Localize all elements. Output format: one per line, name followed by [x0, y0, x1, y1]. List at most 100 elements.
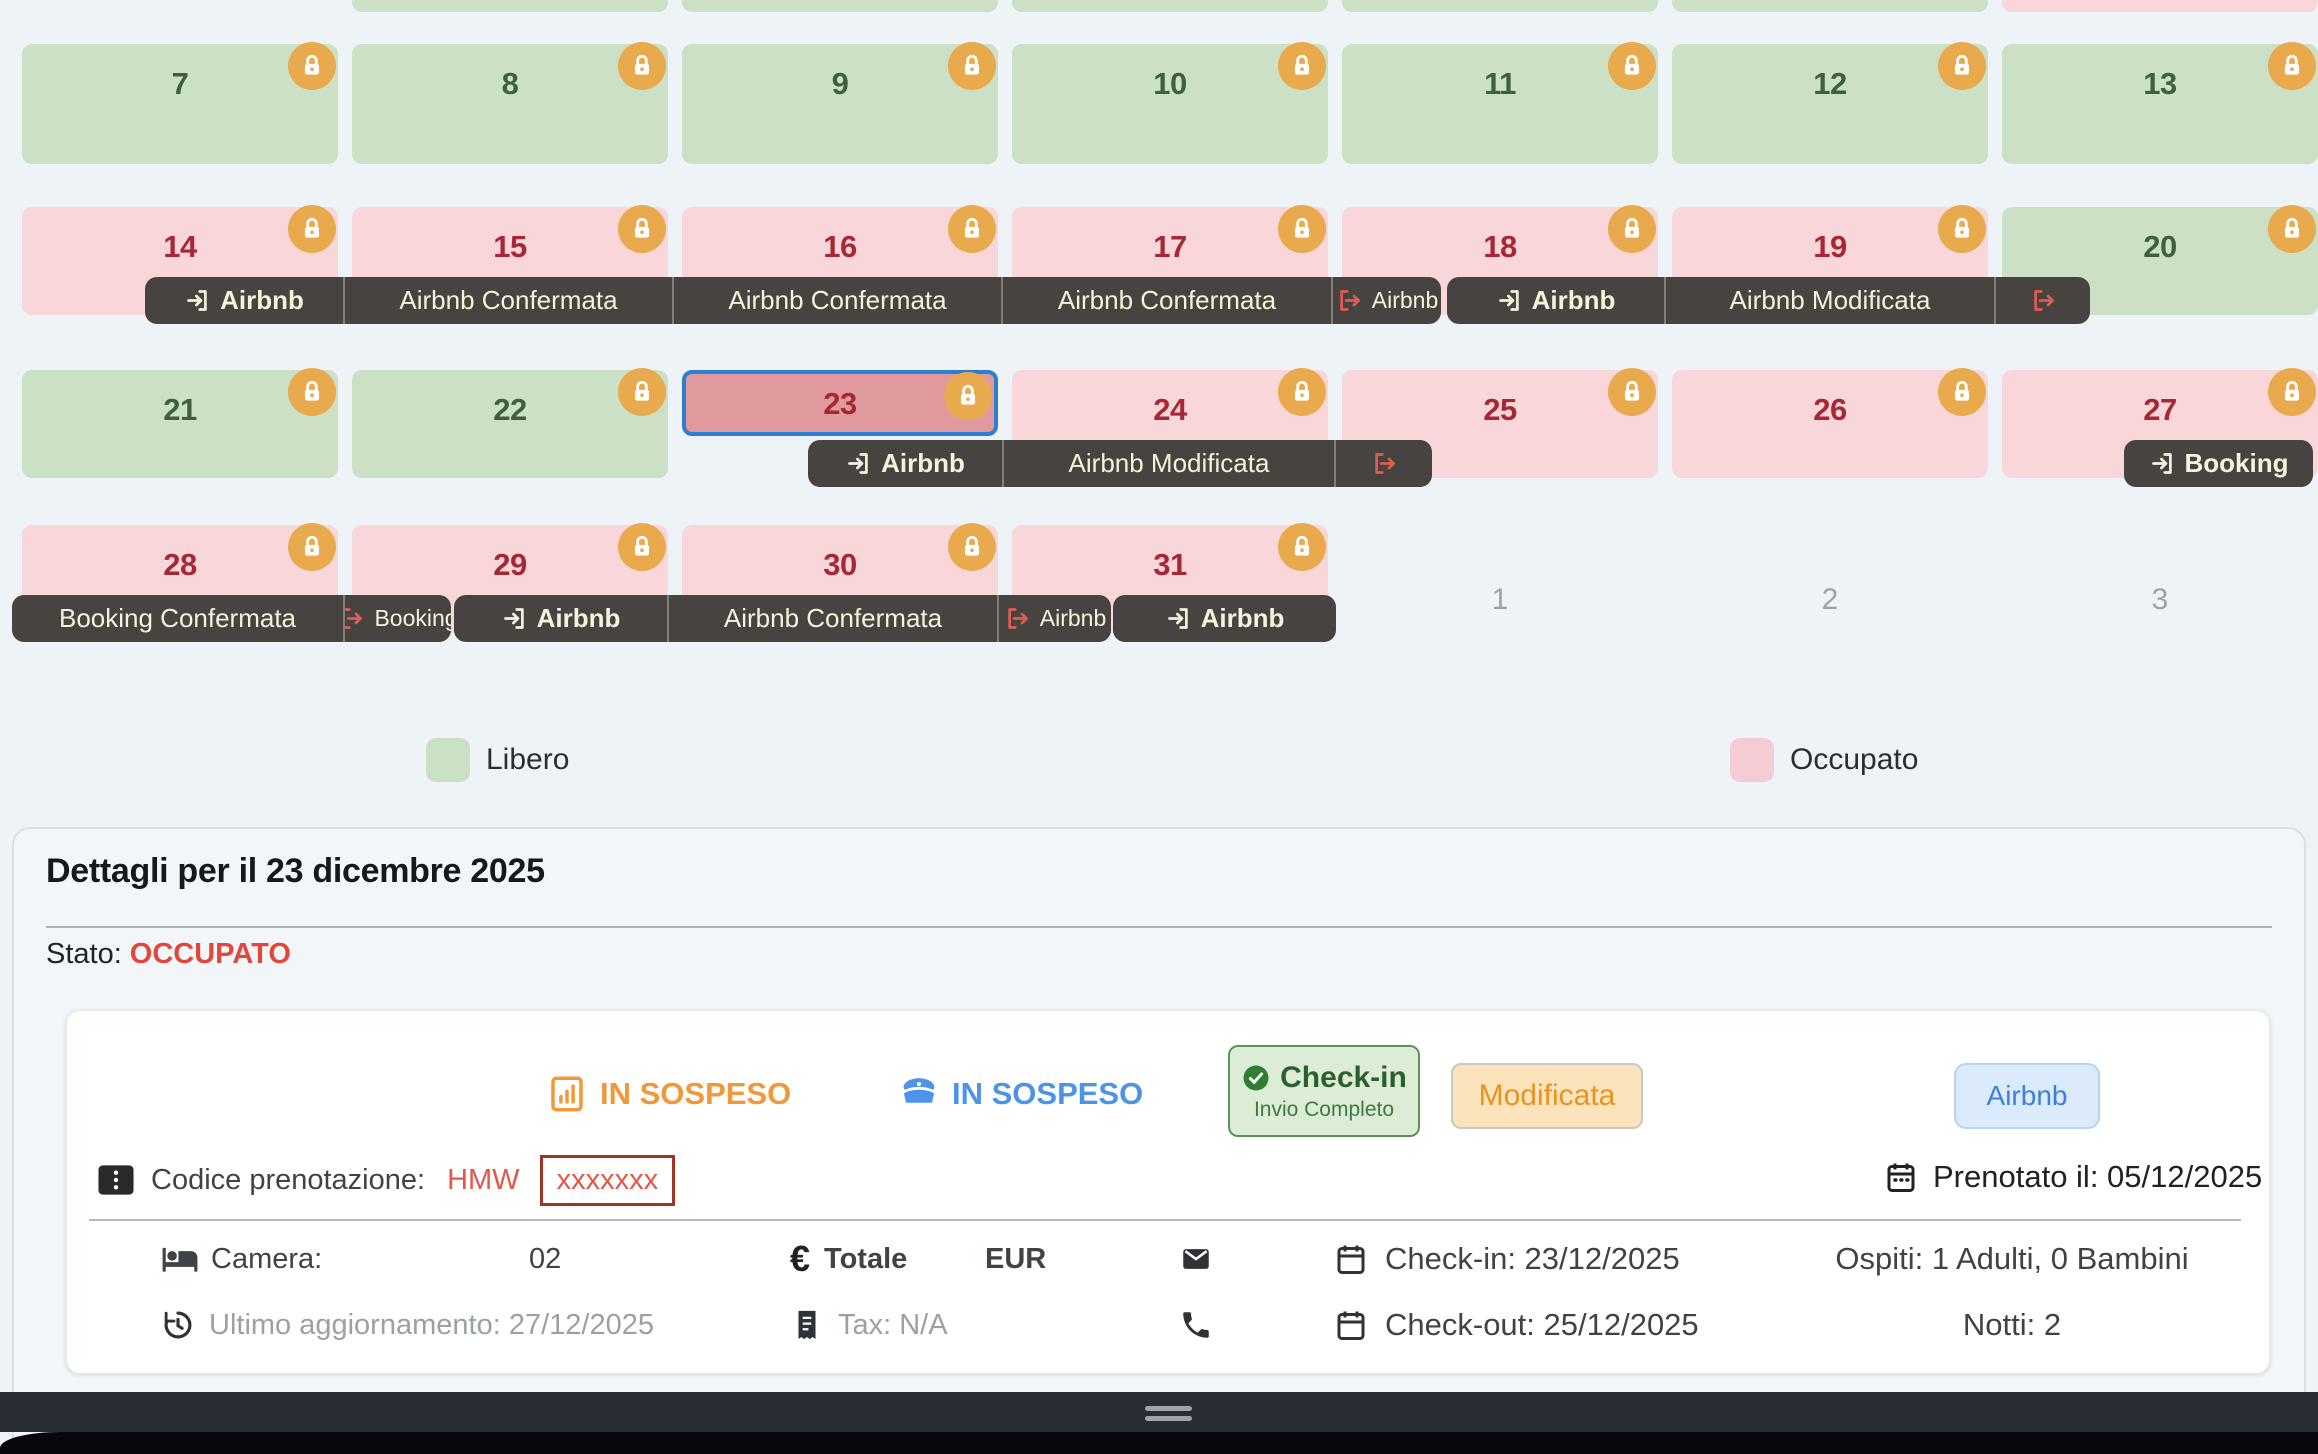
day-cell-next-month[interactable]: 2	[1821, 583, 1839, 616]
lock-icon[interactable]	[1608, 42, 1656, 90]
lock-icon[interactable]	[1278, 368, 1326, 416]
reservation-label: Airbnb Confermata	[399, 285, 618, 315]
reservation-bar[interactable]: Airbnb Airbnb Confermata Airbnb	[454, 595, 1111, 642]
reservation-segment-checkin[interactable]: Booking	[2124, 440, 2313, 487]
reservation-segment-checkin[interactable]: Airbnb	[454, 595, 667, 642]
day-number: 19	[1813, 229, 1847, 264]
lock-icon[interactable]	[1608, 205, 1656, 253]
phone-action[interactable]	[1179, 1303, 1213, 1347]
day-number: 11	[1484, 66, 1516, 101]
day-number: 10	[1153, 66, 1187, 101]
lock-icon[interactable]	[1278, 205, 1326, 253]
reservation-segment-checkout[interactable]: Booking	[343, 595, 451, 642]
day-cell-next-month[interactable]: 3	[2151, 583, 2169, 616]
day-cell-26[interactable]: 26	[1672, 368, 1988, 478]
status-value: OCCUPATO	[129, 938, 291, 970]
ticket-icon	[98, 1165, 134, 1195]
day-cell-22[interactable]: 22	[352, 368, 668, 478]
details-heading: Dettagli per il 23 dicembre 2025	[46, 852, 545, 890]
day-cell-13[interactable]: 13	[2002, 42, 2318, 164]
day-cell-10[interactable]: 10	[1012, 42, 1328, 164]
police-status-chip[interactable]: IN SOSPESO	[898, 1071, 1143, 1117]
lock-icon[interactable]	[288, 368, 336, 416]
reservation-segment-label[interactable]: Booking Confermata	[12, 595, 343, 642]
lock-icon[interactable]	[288, 205, 336, 253]
prev-week-cell-fragment	[1672, 0, 1988, 12]
lock-icon[interactable]	[618, 368, 666, 416]
reservation-bar[interactable]: Airbnb Airbnb Modificata	[1447, 277, 2090, 324]
checkout-date-row: Check-out: 25/12/2025	[1333, 1303, 1699, 1347]
euro-icon: €	[790, 1238, 811, 1279]
day-cell-21[interactable]: 21	[22, 368, 338, 478]
reservation-bar[interactable]: Airbnb	[1113, 595, 1336, 642]
checkout-icon	[1336, 287, 1363, 314]
lock-icon[interactable]	[948, 523, 996, 571]
lock-icon[interactable]	[1938, 368, 1986, 416]
lock-icon[interactable]	[2268, 368, 2316, 416]
status-label: Stato:	[46, 938, 122, 970]
lock-icon[interactable]	[2268, 42, 2316, 90]
lock-icon[interactable]	[948, 42, 996, 90]
day-cell-23[interactable]: 23	[682, 370, 998, 436]
reservation-segment-label[interactable]: Airbnb Modificata	[1002, 440, 1334, 487]
checkin-icon	[1496, 287, 1523, 314]
reservation-segment-label[interactable]: Airbnb Confermata	[667, 595, 997, 642]
reservation-segment-checkin[interactable]: Airbnb	[1447, 277, 1664, 324]
day-number: 8	[501, 66, 519, 101]
drag-handle[interactable]	[1145, 1406, 1192, 1411]
drag-handle[interactable]	[1145, 1416, 1192, 1421]
lock-icon[interactable]	[618, 205, 666, 253]
checkin-status-badge[interactable]: Check-in Invio Completo	[1228, 1045, 1420, 1137]
checkin-badge-title: Check-in	[1280, 1060, 1407, 1094]
reservation-bar[interactable]: Booking Confermata Booking	[12, 595, 451, 642]
reservation-segment-label[interactable]: Airbnb Confermata	[672, 277, 1001, 324]
day-cell-next-month[interactable]: 1	[1491, 583, 1509, 616]
day-number: 13	[2143, 66, 2177, 101]
lock-icon[interactable]	[1938, 42, 1986, 90]
reservation-segment-label[interactable]: Airbnb Confermata	[1001, 277, 1331, 324]
reservation-segment-checkout[interactable]	[1334, 440, 1432, 487]
lock-icon[interactable]	[944, 372, 992, 420]
day-cell-25[interactable]: 25	[1342, 368, 1658, 478]
day-cell-8[interactable]: 8	[352, 42, 668, 164]
reservation-segment-checkout[interactable]	[1994, 277, 2090, 324]
bed-icon	[162, 1247, 198, 1272]
reservation-segment-label[interactable]: Airbnb Modificata	[1664, 277, 1994, 324]
reservation-bar[interactable]: Airbnb Airbnb Modificata	[808, 440, 1432, 487]
lock-icon[interactable]	[1608, 368, 1656, 416]
modified-status-badge[interactable]: Modificata	[1451, 1063, 1643, 1129]
lock-icon[interactable]	[1278, 42, 1326, 90]
day-number: 26	[1813, 392, 1847, 427]
lock-icon[interactable]	[288, 523, 336, 571]
day-cell-11[interactable]: 11	[1342, 42, 1658, 164]
reservation-segment-checkin[interactable]: Airbnb	[808, 440, 1002, 487]
reservation-segment-checkin[interactable]: Airbnb	[145, 277, 343, 324]
reservation-segment-checkin[interactable]: Airbnb	[1113, 595, 1336, 642]
day-cell-12[interactable]: 12	[1672, 42, 1988, 164]
day-cell-7[interactable]: 7	[22, 42, 338, 164]
day-cell-9[interactable]: 9	[682, 42, 998, 164]
reservation-segment-checkout[interactable]: Airbnb	[1331, 277, 1441, 324]
lock-icon[interactable]	[288, 42, 336, 90]
total-row: € Totale	[790, 1237, 907, 1281]
booking-code-masked: xxxxxxx	[539, 1154, 676, 1206]
channel-badge[interactable]: Airbnb	[1954, 1063, 2100, 1129]
lock-icon[interactable]	[1938, 205, 1986, 253]
istat-status-chip[interactable]: IN SOSPESO	[546, 1071, 791, 1117]
reservation-segment-checkout[interactable]: Airbnb	[997, 595, 1111, 642]
lock-icon[interactable]	[618, 42, 666, 90]
istat-status-text: IN SOSPESO	[600, 1076, 792, 1111]
receipt-icon	[798, 1310, 816, 1340]
lock-icon[interactable]	[618, 523, 666, 571]
reservation-bar[interactable]: Airbnb Airbnb Confermata Airbnb Confermata…	[145, 277, 1441, 324]
reservation-label: Airbnb Confermata	[728, 285, 947, 315]
checkin-icon	[845, 450, 872, 477]
lock-icon[interactable]	[2268, 205, 2316, 253]
email-action[interactable]	[1179, 1237, 1213, 1281]
lock-icon[interactable]	[1278, 523, 1326, 571]
reservation-segment-label[interactable]: Airbnb Confermata	[343, 277, 672, 324]
lock-icon[interactable]	[948, 205, 996, 253]
reservation-bar[interactable]: Booking	[2124, 440, 2313, 487]
reservation-label: Airbnb Confermata	[723, 603, 943, 633]
